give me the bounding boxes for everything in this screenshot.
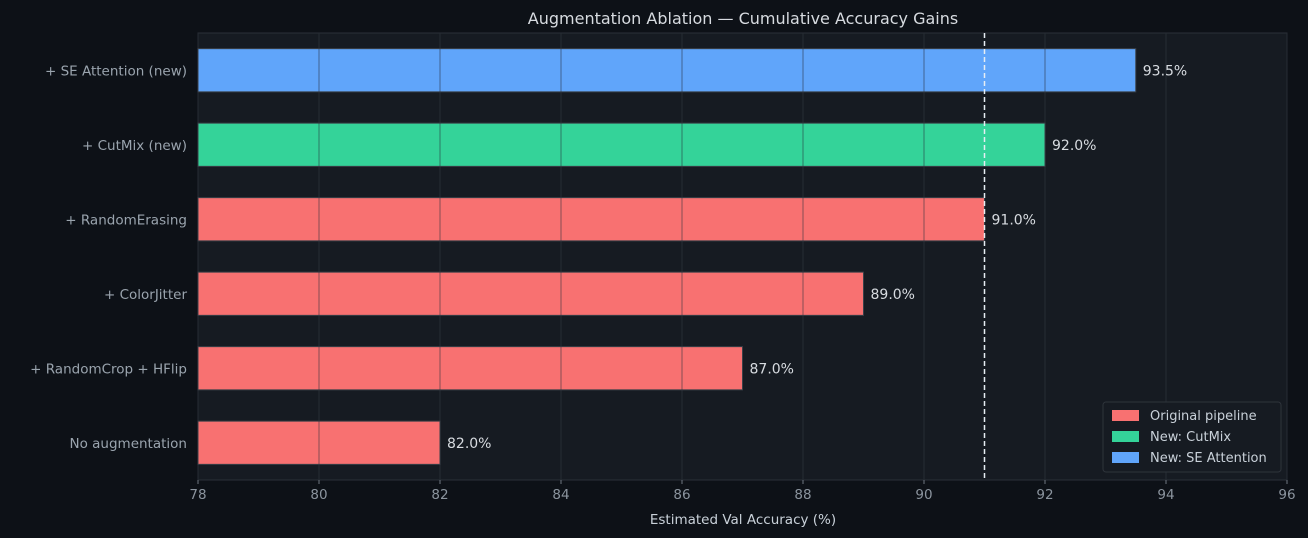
bar-value-label: 89.0% <box>871 287 915 303</box>
legend-label: Original pipeline <box>1150 409 1257 424</box>
chart-title: Augmentation Ablation — Cumulative Accur… <box>528 9 958 28</box>
category-label: + ColorJitter <box>104 287 187 303</box>
category-label: + RandomCrop + HFlip <box>30 361 187 377</box>
x-tick-label: 86 <box>673 487 690 503</box>
x-tick-label: 90 <box>915 487 932 503</box>
x-tick-label: 80 <box>310 487 327 503</box>
x-tick-label: 94 <box>1157 487 1174 503</box>
x-tick-label: 78 <box>189 487 206 503</box>
legend-swatch <box>1112 431 1139 442</box>
bar-value-label: 92.0% <box>1052 138 1096 154</box>
grid-lines <box>197 33 1288 480</box>
x-tick-label: 96 <box>1278 487 1295 503</box>
category-label: + RandomErasing <box>65 212 187 228</box>
x-axis-ticks: 78 80 82 84 86 88 90 92 94 96 <box>189 480 1296 503</box>
category-label: No augmentation <box>70 436 188 452</box>
bar-value-label: 91.0% <box>992 212 1036 228</box>
bar-value-label: 82.0% <box>447 436 491 452</box>
x-tick-label: 88 <box>794 487 811 503</box>
bar <box>197 48 1137 93</box>
bar-value-label: 87.0% <box>750 361 794 377</box>
bar <box>197 346 743 391</box>
x-tick-label: 82 <box>431 487 448 503</box>
x-axis-title: Estimated Val Accuracy (%) <box>650 512 836 528</box>
category-label: + SE Attention (new) <box>45 63 187 79</box>
legend: Original pipeline New: CutMix New: SE Atte… <box>1102 401 1282 473</box>
category-label: + CutMix (new) <box>82 138 187 154</box>
category-labels: No augmentation + RandomCrop + HFlip + Col… <box>30 63 187 452</box>
legend-swatch <box>1112 410 1139 421</box>
x-tick-label: 84 <box>552 487 569 503</box>
bars <box>197 48 1137 465</box>
bar-value-label: 93.5% <box>1143 63 1187 79</box>
bar <box>197 122 1046 167</box>
bar <box>197 271 864 316</box>
legend-box <box>1102 401 1282 473</box>
legend-swatch <box>1112 452 1139 463</box>
value-labels: 82.0% 87.0% 89.0% 91.0% 92.0% 93.5% <box>447 63 1187 452</box>
bar <box>197 197 985 242</box>
legend-label: New: SE Attention <box>1150 451 1267 466</box>
x-tick-label: 92 <box>1036 487 1053 503</box>
legend-label: New: CutMix <box>1150 430 1231 445</box>
